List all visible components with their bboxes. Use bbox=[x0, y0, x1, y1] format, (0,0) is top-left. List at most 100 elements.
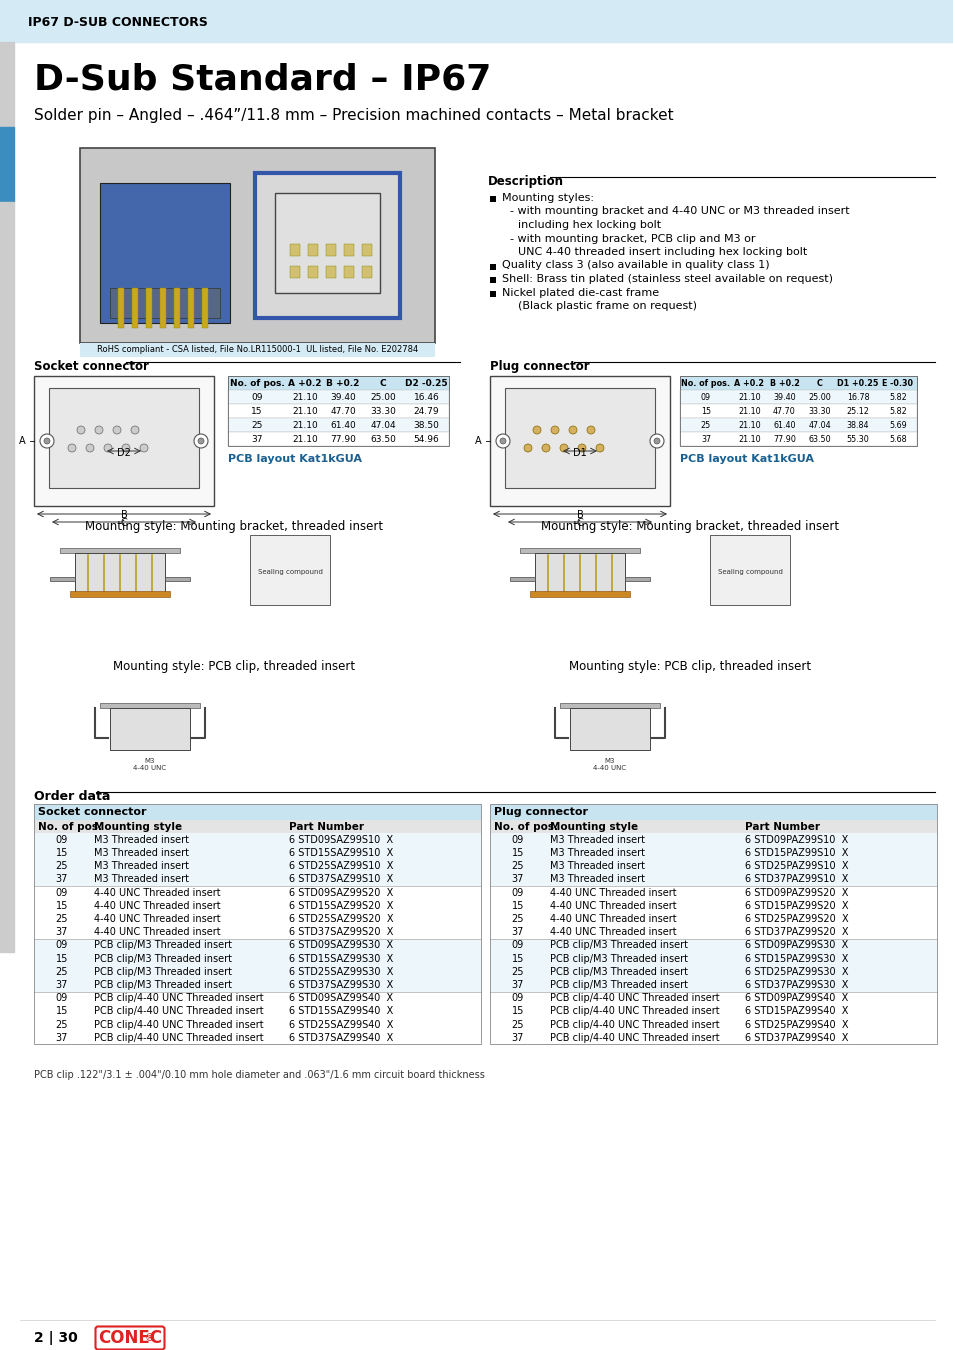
Text: 25: 25 bbox=[55, 914, 69, 923]
Circle shape bbox=[499, 437, 505, 444]
Text: PCB clip/4-40 UNC Threaded insert: PCB clip/4-40 UNC Threaded insert bbox=[550, 1033, 719, 1042]
Bar bbox=[49, 387, 199, 487]
Text: 4-40 UNC Threaded insert: 4-40 UNC Threaded insert bbox=[550, 914, 676, 923]
Text: PCB clip/4-40 UNC Threaded insert: PCB clip/4-40 UNC Threaded insert bbox=[94, 994, 263, 1003]
Bar bbox=[490, 873, 936, 886]
Bar bbox=[0, 878, 14, 952]
Text: 25.12: 25.12 bbox=[845, 406, 868, 416]
Text: 6 STD25SAZ99S20  X: 6 STD25SAZ99S20 X bbox=[289, 914, 393, 923]
Text: 25: 25 bbox=[700, 420, 710, 429]
Bar bbox=[34, 992, 480, 1004]
Bar bbox=[34, 860, 480, 873]
Bar bbox=[60, 548, 180, 554]
Text: - with mounting bracket, PCB clip and M3 or: - with mounting bracket, PCB clip and M3… bbox=[510, 234, 755, 243]
Text: 15: 15 bbox=[56, 848, 68, 859]
Bar bbox=[326, 266, 335, 278]
Text: D2 -0.25: D2 -0.25 bbox=[405, 378, 447, 387]
Text: Mounting styles:: Mounting styles: bbox=[501, 193, 594, 202]
Circle shape bbox=[68, 444, 76, 452]
Text: 54.96: 54.96 bbox=[414, 435, 439, 444]
Bar bbox=[80, 148, 435, 343]
Bar bbox=[34, 1004, 480, 1018]
Bar bbox=[490, 965, 936, 979]
Text: 5.68: 5.68 bbox=[888, 435, 906, 444]
Bar bbox=[188, 288, 193, 328]
Circle shape bbox=[551, 427, 558, 433]
Bar bbox=[490, 277, 496, 284]
Text: 37: 37 bbox=[56, 875, 68, 884]
Bar bbox=[34, 873, 480, 886]
Bar bbox=[228, 377, 449, 446]
Text: A +0.2: A +0.2 bbox=[734, 378, 763, 387]
Bar bbox=[490, 1004, 936, 1018]
Bar bbox=[100, 703, 200, 707]
Text: 6 STD15SAZ99S40  X: 6 STD15SAZ99S40 X bbox=[289, 1006, 393, 1017]
Circle shape bbox=[586, 427, 595, 433]
Text: 39.40: 39.40 bbox=[330, 393, 355, 401]
Text: B +0.2: B +0.2 bbox=[769, 378, 799, 387]
Text: Socket connector: Socket connector bbox=[38, 807, 147, 817]
Bar bbox=[490, 886, 936, 899]
Text: 4-40 UNC Threaded insert: 4-40 UNC Threaded insert bbox=[94, 914, 220, 923]
Text: No. of pos.: No. of pos. bbox=[494, 822, 558, 832]
Bar bbox=[290, 244, 299, 256]
Text: 21.10: 21.10 bbox=[738, 393, 760, 401]
Text: Solder pin – Angled – .464”/11.8 mm – Precision machined contacts – Metal bracke: Solder pin – Angled – .464”/11.8 mm – Pr… bbox=[34, 108, 673, 123]
Bar bbox=[34, 1031, 480, 1045]
Text: 33.30: 33.30 bbox=[807, 406, 830, 416]
Bar bbox=[34, 377, 213, 506]
Text: 4-40 UNC Threaded insert: 4-40 UNC Threaded insert bbox=[550, 927, 676, 937]
Text: 21.10: 21.10 bbox=[292, 406, 317, 416]
Text: 6 STD25SAZ99S40  X: 6 STD25SAZ99S40 X bbox=[289, 1019, 393, 1030]
Text: 15: 15 bbox=[511, 1006, 523, 1017]
Text: UNC 4-40 threaded insert including hex locking bolt: UNC 4-40 threaded insert including hex l… bbox=[517, 247, 806, 256]
Text: Mounting style: Mounting style bbox=[94, 822, 182, 832]
Text: D2: D2 bbox=[117, 448, 131, 458]
Circle shape bbox=[122, 444, 130, 452]
Text: 6 STD25PAZ99S30  X: 6 STD25PAZ99S30 X bbox=[744, 967, 847, 977]
Text: - with mounting bracket and 4-40 UNC or M3 threaded insert: - with mounting bracket and 4-40 UNC or … bbox=[510, 207, 849, 216]
Bar bbox=[34, 965, 480, 979]
Text: PCB clip/4-40 UNC Threaded insert: PCB clip/4-40 UNC Threaded insert bbox=[550, 994, 719, 1003]
Text: 25: 25 bbox=[55, 967, 69, 977]
Text: 61.40: 61.40 bbox=[330, 420, 355, 429]
Bar bbox=[228, 377, 449, 390]
Text: 4-40 UNC Threaded insert: 4-40 UNC Threaded insert bbox=[94, 900, 220, 911]
Text: 21.10: 21.10 bbox=[738, 420, 760, 429]
Text: 6 STD09SAZ99S10  X: 6 STD09SAZ99S10 X bbox=[289, 834, 393, 845]
Bar bbox=[490, 805, 936, 819]
Bar bbox=[490, 952, 936, 965]
Text: including hex locking bolt: including hex locking bolt bbox=[517, 220, 660, 230]
Text: 09: 09 bbox=[512, 994, 523, 1003]
Text: 15: 15 bbox=[56, 1006, 68, 1017]
Bar bbox=[0, 202, 14, 277]
Bar bbox=[34, 979, 480, 992]
Text: 6 STD37SAZ99S10  X: 6 STD37SAZ99S10 X bbox=[289, 875, 393, 884]
Circle shape bbox=[40, 433, 54, 448]
Bar bbox=[290, 266, 299, 278]
Bar bbox=[0, 802, 14, 878]
Circle shape bbox=[559, 444, 567, 452]
Text: No. of pos.: No. of pos. bbox=[680, 378, 730, 387]
Text: 77.90: 77.90 bbox=[772, 435, 795, 444]
Bar bbox=[361, 244, 372, 256]
Text: No. of pos.: No. of pos. bbox=[230, 378, 284, 387]
Bar bbox=[530, 591, 629, 597]
Bar bbox=[34, 1018, 480, 1031]
Text: M3 Threaded insert: M3 Threaded insert bbox=[550, 848, 644, 859]
Text: 09: 09 bbox=[251, 393, 262, 401]
Text: 38.84: 38.84 bbox=[846, 420, 868, 429]
Bar bbox=[100, 184, 230, 323]
Text: 25.00: 25.00 bbox=[370, 393, 395, 401]
Bar bbox=[361, 266, 372, 278]
Bar bbox=[490, 926, 936, 938]
Text: 25.00: 25.00 bbox=[807, 393, 830, 401]
Bar bbox=[490, 263, 496, 270]
Text: 4-40 UNC Threaded insert: 4-40 UNC Threaded insert bbox=[550, 887, 676, 898]
Circle shape bbox=[140, 444, 148, 452]
Text: Plug connector: Plug connector bbox=[490, 360, 589, 373]
Text: 6 STD25SAZ99S30  X: 6 STD25SAZ99S30 X bbox=[289, 967, 393, 977]
Text: 09: 09 bbox=[56, 834, 68, 845]
Text: 37: 37 bbox=[56, 980, 68, 990]
Text: 38.50: 38.50 bbox=[414, 420, 439, 429]
